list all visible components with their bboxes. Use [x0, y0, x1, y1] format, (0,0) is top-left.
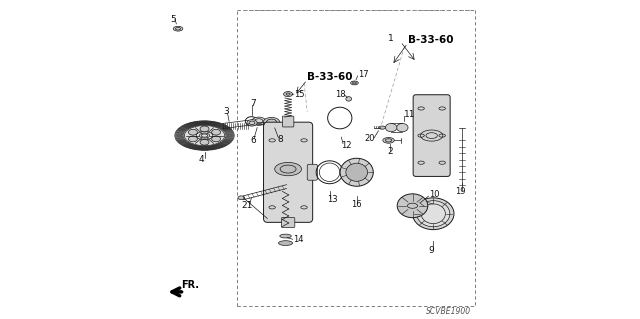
Text: 16: 16	[351, 200, 362, 209]
FancyBboxPatch shape	[264, 122, 313, 222]
Ellipse shape	[200, 126, 209, 132]
Text: 11: 11	[404, 110, 415, 119]
Text: 9: 9	[429, 246, 435, 255]
Ellipse shape	[346, 163, 367, 181]
Ellipse shape	[173, 26, 183, 31]
Text: 17: 17	[358, 70, 369, 79]
Ellipse shape	[346, 97, 351, 101]
Ellipse shape	[188, 136, 197, 142]
Ellipse shape	[284, 92, 292, 97]
Ellipse shape	[379, 126, 385, 129]
Ellipse shape	[263, 117, 280, 127]
FancyBboxPatch shape	[282, 218, 295, 227]
FancyBboxPatch shape	[413, 95, 450, 176]
Text: 2: 2	[387, 147, 393, 156]
Ellipse shape	[275, 162, 301, 176]
Text: 20: 20	[364, 134, 374, 143]
Text: 12: 12	[341, 141, 351, 150]
Ellipse shape	[413, 198, 454, 230]
Ellipse shape	[212, 136, 221, 142]
Text: 15: 15	[294, 90, 305, 99]
Text: 7: 7	[250, 99, 256, 108]
Text: 6: 6	[250, 136, 256, 145]
Ellipse shape	[278, 241, 292, 245]
Text: 3: 3	[223, 107, 228, 116]
Text: 13: 13	[328, 195, 338, 204]
Ellipse shape	[247, 120, 257, 126]
Text: 1: 1	[388, 34, 394, 43]
Ellipse shape	[351, 81, 358, 85]
Text: 8: 8	[278, 135, 284, 144]
Text: 21: 21	[241, 201, 252, 210]
Text: SCVBE1900: SCVBE1900	[426, 307, 472, 315]
Ellipse shape	[397, 194, 428, 218]
Text: 10: 10	[429, 190, 440, 199]
Ellipse shape	[200, 139, 209, 145]
Text: FR.: FR.	[181, 280, 199, 290]
Ellipse shape	[188, 130, 197, 135]
Ellipse shape	[212, 130, 221, 135]
Text: 4: 4	[198, 155, 204, 164]
Text: 19: 19	[455, 187, 466, 196]
Ellipse shape	[280, 234, 291, 238]
FancyBboxPatch shape	[307, 164, 317, 180]
Ellipse shape	[385, 123, 397, 132]
Ellipse shape	[252, 117, 266, 125]
Text: B-33-60: B-33-60	[307, 71, 353, 82]
Ellipse shape	[383, 137, 394, 143]
Ellipse shape	[340, 158, 373, 186]
Text: 18: 18	[335, 90, 346, 99]
Text: 14: 14	[294, 235, 304, 244]
Ellipse shape	[397, 123, 408, 132]
Ellipse shape	[238, 196, 244, 200]
Ellipse shape	[417, 201, 450, 227]
FancyBboxPatch shape	[282, 116, 294, 127]
Text: 5: 5	[170, 15, 176, 24]
Text: B-33-60: B-33-60	[408, 35, 453, 45]
Ellipse shape	[184, 125, 225, 146]
